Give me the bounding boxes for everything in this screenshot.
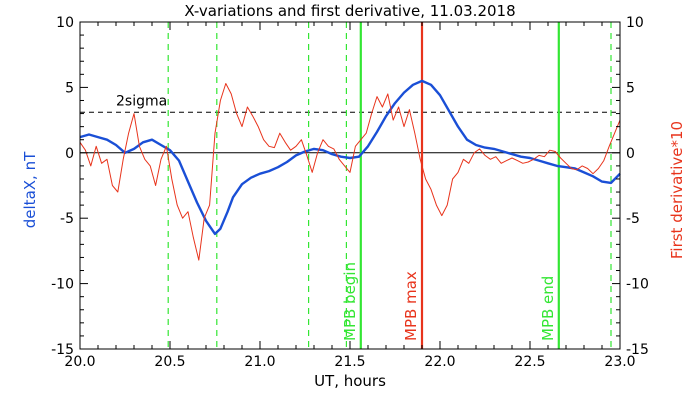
y-tick-label-left: -5 — [60, 211, 74, 227]
y-tick-label-left: 0 — [65, 146, 74, 162]
y-tick-label-right: 10 — [626, 15, 644, 31]
y-tick-label-right: 5 — [626, 80, 635, 96]
x-tick-label: 21.0 — [244, 354, 275, 370]
y-tick-label-left: -10 — [51, 277, 74, 293]
y-tick-label-left: 10 — [56, 15, 74, 31]
x-tick-label: 23.0 — [604, 354, 635, 370]
y-tick-label-left: -15 — [51, 342, 74, 358]
x-tick-label: 20.5 — [154, 354, 185, 370]
y-axis-left: 10 5 0 -5 -10 -15 — [51, 15, 88, 358]
y-tick-label-right: -5 — [626, 211, 640, 227]
y-axis-label-left: deltaX, nT — [21, 151, 39, 228]
y-tick-label-right: 0 — [626, 146, 635, 162]
x-tick-label: 20.0 — [64, 354, 95, 370]
y-tick-label-left: 5 — [65, 80, 74, 96]
plot-marks: 2sigma MPB begin MPB max MPB end — [79, 22, 621, 349]
x-axis-label: UT, hours — [314, 372, 386, 390]
y-axis-right: 10 5 0 -5 -10 -15 — [612, 15, 649, 358]
x-tick-label: 22.5 — [514, 354, 545, 370]
series-line-derivative — [79, 83, 621, 261]
x-axis: 20.0 20.5 21.0 21.5 22.0 22.5 23.0 — [64, 22, 636, 370]
y-tick-label-right: -10 — [626, 277, 649, 293]
marker-label-1: MPB max — [402, 271, 420, 341]
marker-label-2: MPB end — [539, 276, 557, 341]
y-axis-label-right: First derivative*10 — [668, 121, 686, 259]
y-tick-label-right: -15 — [626, 342, 649, 358]
series-line-deltaX — [79, 79, 621, 236]
x-tick-label: 21.5 — [334, 354, 365, 370]
marker-label-0: MPB begin — [341, 262, 359, 341]
x-tick-label: 22.0 — [424, 354, 455, 370]
chart-title: X-variations and first derivative, 11.03… — [184, 2, 515, 20]
sigma-label: 2sigma — [116, 93, 167, 109]
